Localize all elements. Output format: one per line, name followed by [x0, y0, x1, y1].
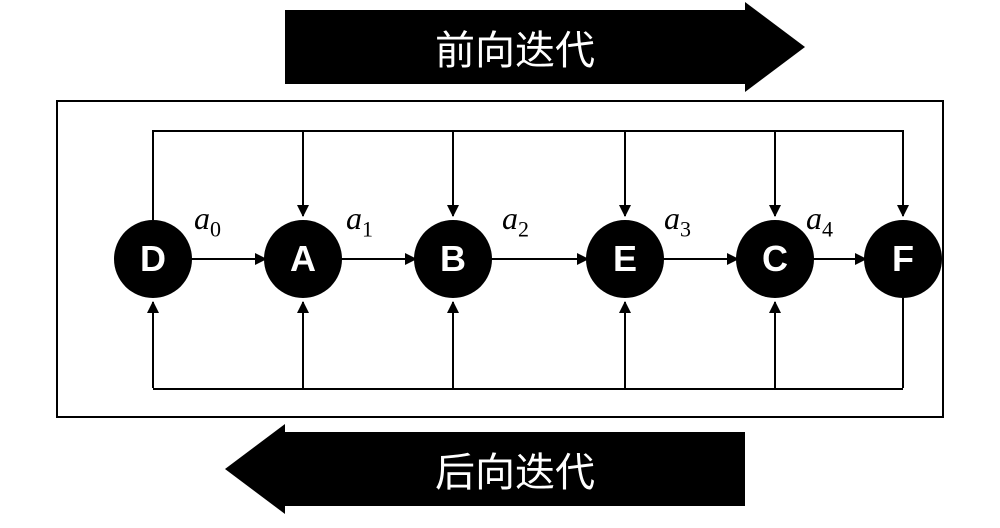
- forward-iteration-label: 前向迭代: [435, 18, 595, 76]
- top-stub-F: [902, 130, 904, 216]
- top-bus: [153, 130, 903, 132]
- top-stub-C: [774, 130, 776, 216]
- edge-line-0: [186, 258, 266, 260]
- edge-label-4: a4: [806, 200, 833, 242]
- edge-line-4: [808, 258, 866, 260]
- backward-iteration-label: 后向迭代: [435, 440, 595, 498]
- top-stub-D-up: [152, 130, 154, 220]
- edge-label-1: a1: [346, 200, 373, 242]
- edge-line-1: [336, 258, 416, 260]
- edge-line-3: [658, 258, 738, 260]
- node-B: B: [414, 220, 492, 298]
- bottom-stub-D: [152, 302, 154, 388]
- node-A: A: [264, 220, 342, 298]
- edge-label-3: a3: [664, 200, 691, 242]
- node-C: C: [736, 220, 814, 298]
- bottom-stub-E: [624, 302, 626, 388]
- bottom-stub-C: [774, 302, 776, 388]
- node-D: D: [114, 220, 192, 298]
- bottom-stub-F-down: [902, 298, 904, 388]
- edge-label-0: a0: [194, 200, 221, 242]
- diagram-canvas: a0 a1 a2 a3 a4 DAB ECF: [56, 100, 944, 418]
- top-stub-E: [624, 130, 626, 216]
- backward-iteration-arrow: 后向迭代: [285, 432, 745, 506]
- bottom-stub-A: [302, 302, 304, 388]
- top-stub-B: [452, 130, 454, 216]
- node-E: E: [586, 220, 664, 298]
- forward-iteration-arrow: 前向迭代: [285, 10, 745, 84]
- top-stub-A: [302, 130, 304, 216]
- edge-line-2: [486, 258, 588, 260]
- bottom-bus: [153, 388, 903, 390]
- node-F: F: [864, 220, 942, 298]
- bottom-stub-B: [452, 302, 454, 388]
- edge-label-2: a2: [502, 200, 529, 242]
